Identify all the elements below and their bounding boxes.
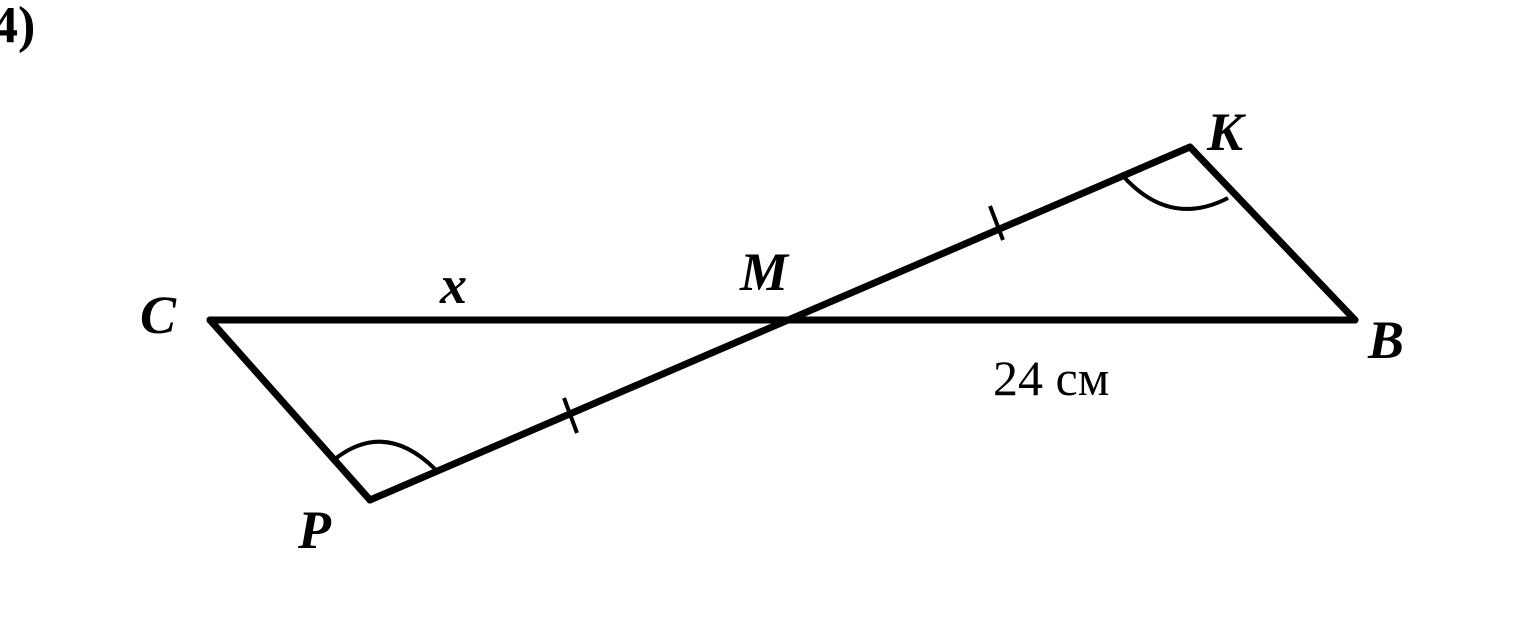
segment-cp	[206, 316, 374, 504]
segment-kb	[1186, 143, 1359, 324]
label-point-m: M	[739, 242, 790, 302]
label-point-k: K	[1206, 102, 1247, 162]
segment-pk	[366, 143, 1194, 504]
problem-number: 4)	[0, 0, 35, 54]
label-point-c: C	[140, 285, 177, 345]
angle-arc-k	[1121, 174, 1229, 211]
label-point-p: P	[297, 500, 332, 560]
tick-mark-mp	[562, 397, 579, 434]
tick-mark-mk	[988, 205, 1005, 241]
label-segment-cm: x	[439, 255, 467, 315]
label-point-b: B	[1367, 310, 1404, 370]
label-segment-mb: 24 см	[993, 350, 1109, 406]
angle-arc-p	[333, 439, 437, 471]
